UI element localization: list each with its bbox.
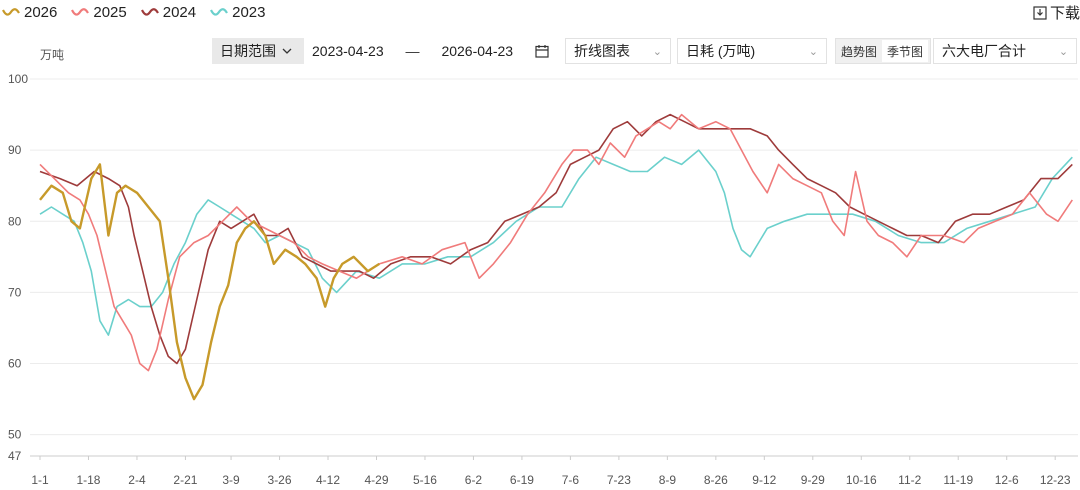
legend-item-2026[interactable]: 2026	[2, 4, 57, 21]
x-tick-label: 4-29	[364, 473, 388, 487]
seasonal-view-button[interactable]: 季节图	[882, 40, 929, 62]
series-line-2025	[39, 113, 1073, 372]
x-tick-label: 2-4	[128, 473, 146, 487]
legend-item-2025[interactable]: 2025	[71, 3, 127, 21]
plant-group-select[interactable]: 六大电厂合计 ⌄	[933, 38, 1078, 64]
legend-label: 2023	[232, 3, 266, 21]
chart-type-select[interactable]: 折线图表 ⌄	[565, 38, 671, 64]
legend-label: 2024	[162, 3, 197, 21]
wave-line-icon	[2, 8, 20, 16]
x-tick-label: 2-21	[173, 473, 197, 487]
y-axis-unit-label: 万吨	[40, 48, 65, 62]
date-range-label: 日期范围	[220, 43, 276, 59]
x-tick-label: 4-12	[316, 473, 340, 487]
chevron-down-icon: ⌄	[808, 45, 818, 58]
x-tick-label: 6-19	[510, 473, 534, 487]
x-tick-label: 11-19	[943, 473, 973, 487]
date-end-field[interactable]: 2026-04-23	[441, 43, 514, 59]
metric-value: 日耗 (万吨)	[686, 43, 756, 59]
metric-select[interactable]: 日耗 (万吨) ⌄	[677, 38, 827, 64]
series-line-2024	[39, 113, 1073, 365]
x-tick-label: 7-6	[562, 473, 580, 487]
legend-label: 2025	[93, 3, 127, 21]
x-tick-label: 1-18	[76, 473, 100, 487]
x-tick-label: 12-23	[1040, 473, 1071, 487]
wave-line-icon	[210, 8, 229, 16]
plant-group-value: 六大电厂合计	[942, 43, 1027, 59]
date-range-dropdown[interactable]: 日期范围	[212, 38, 304, 64]
wave-line-icon	[71, 8, 90, 16]
y-tick-label: 70	[8, 285, 22, 299]
legend-item-2023[interactable]: 2023	[210, 3, 266, 21]
download-button[interactable]: 下载	[1033, 2, 1080, 23]
y-tick-label: 50	[8, 428, 22, 442]
date-separator: —	[405, 43, 420, 59]
x-tick-label: 6-2	[465, 473, 483, 487]
y-tick-label: 100	[8, 72, 28, 86]
x-tick-label: 9-29	[801, 473, 825, 487]
download-label: 下载	[1049, 5, 1080, 22]
x-tick-label: 8-9	[659, 473, 677, 487]
x-tick-label: 8-26	[704, 473, 728, 487]
date-range-picker[interactable]: 2023-04-23 — 2026-04-23	[304, 38, 557, 64]
y-tick-label: 80	[8, 214, 22, 228]
calendar-icon[interactable]	[535, 44, 549, 58]
chevron-down-icon	[282, 48, 292, 54]
y-tick-label: 47	[8, 449, 22, 463]
wave-line-icon	[140, 8, 159, 16]
x-tick-label: 7-23	[607, 473, 631, 487]
view-toggle: 趋势图 季节图	[835, 38, 932, 64]
x-tick-label: 3-9	[222, 473, 240, 487]
chart-type-value: 折线图表	[574, 43, 630, 59]
chevron-down-icon: ⌄	[652, 45, 662, 58]
y-tick-label: 90	[8, 143, 22, 157]
date-start-field[interactable]: 2023-04-23	[312, 43, 384, 59]
chart-legend: 2026 2025 2024 2023	[0, 0, 266, 24]
legend-item-2024[interactable]: 2024	[140, 3, 197, 21]
chart-toolbar: 日期范围 2023-04-23 — 2026-04-23 折线图表 ⌄ 日耗 (…	[212, 37, 1078, 65]
legend-label: 2026	[24, 3, 58, 21]
x-tick-label: 3-26	[268, 473, 292, 487]
y-tick-label: 60	[8, 357, 22, 371]
x-tick-label: 10-16	[846, 473, 877, 487]
x-tick-label: 9-12	[752, 473, 776, 487]
trend-view-button[interactable]: 趋势图	[841, 44, 878, 59]
series-line-2026	[39, 163, 380, 401]
x-tick-label: 12-6	[995, 473, 1019, 487]
x-tick-label: 5-16	[413, 473, 437, 487]
download-icon	[1033, 5, 1047, 20]
chevron-down-icon: ⌄	[1058, 45, 1069, 58]
x-tick-label: 11-2	[898, 473, 921, 487]
x-tick-label: 1-1	[31, 473, 49, 487]
